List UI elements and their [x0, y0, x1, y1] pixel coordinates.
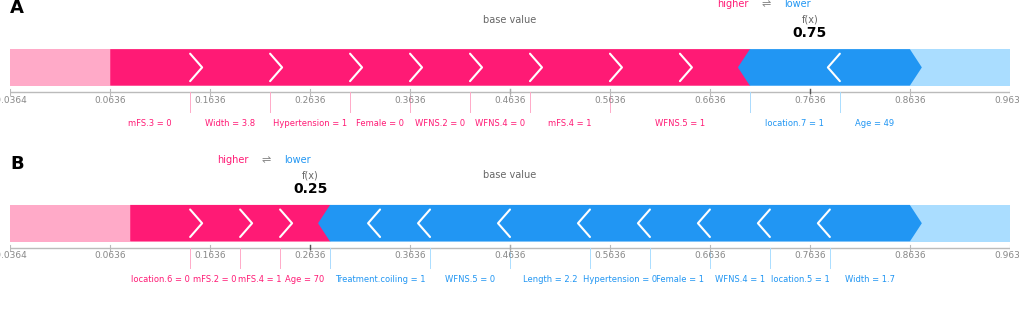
Polygon shape	[10, 205, 130, 242]
Text: 0.8636: 0.8636	[893, 96, 925, 105]
Text: 0.2636: 0.2636	[294, 96, 325, 105]
Text: lower: lower	[284, 155, 311, 165]
Polygon shape	[110, 49, 761, 86]
Text: 0.2636: 0.2636	[294, 252, 325, 260]
Text: Hypertension = 1: Hypertension = 1	[273, 119, 346, 128]
Text: higher: higher	[716, 0, 748, 10]
Text: 0.1636: 0.1636	[194, 96, 226, 105]
Text: base value: base value	[483, 15, 536, 25]
Text: Length = 2.2: Length = 2.2	[522, 275, 577, 284]
Text: 0.6636: 0.6636	[693, 96, 726, 105]
Text: WFNS.4 = 1: WFNS.4 = 1	[714, 275, 764, 284]
Text: 0.4636: 0.4636	[494, 252, 525, 260]
Text: WFNS.4 = 0: WFNS.4 = 0	[475, 119, 525, 128]
Text: Age = 70: Age = 70	[285, 275, 324, 284]
Polygon shape	[909, 205, 1009, 242]
Polygon shape	[318, 205, 921, 242]
Polygon shape	[909, 49, 1009, 86]
Text: 0.0636: 0.0636	[94, 96, 126, 105]
Text: 0.1636: 0.1636	[194, 252, 226, 260]
Text: Female = 1: Female = 1	[655, 275, 703, 284]
Text: f(x): f(x)	[801, 15, 817, 25]
Text: A: A	[10, 0, 24, 17]
Text: 0.25: 0.25	[292, 182, 327, 196]
Text: 0.9636: 0.9636	[993, 252, 1019, 260]
Text: location.5 = 1: location.5 = 1	[769, 275, 828, 284]
Polygon shape	[10, 49, 110, 86]
Text: mFS.4 = 1: mFS.4 = 1	[238, 275, 281, 284]
Text: 0.4636: 0.4636	[494, 96, 525, 105]
Text: -0.0364: -0.0364	[0, 252, 28, 260]
Text: 0.5636: 0.5636	[593, 252, 626, 260]
Text: mFS.3 = 0: mFS.3 = 0	[128, 119, 172, 128]
Text: B: B	[10, 155, 23, 173]
Text: 0.8636: 0.8636	[893, 252, 925, 260]
Text: ⇌: ⇌	[761, 0, 770, 10]
Text: Width = 3.8: Width = 3.8	[205, 119, 255, 128]
Text: 0.3636: 0.3636	[393, 252, 426, 260]
Text: 0.7636: 0.7636	[793, 96, 825, 105]
Text: f(x): f(x)	[302, 170, 318, 181]
Text: lower: lower	[784, 0, 810, 10]
Text: WFNS.2 = 0: WFNS.2 = 0	[415, 119, 465, 128]
Text: -0.0364: -0.0364	[0, 96, 28, 105]
Text: higher: higher	[217, 155, 249, 165]
Text: Age = 49: Age = 49	[855, 119, 894, 128]
Text: 0.9636: 0.9636	[993, 96, 1019, 105]
Text: Female = 0: Female = 0	[356, 119, 404, 128]
Text: WFNS.5 = 0: WFNS.5 = 0	[444, 275, 494, 284]
Text: WFNS.5 = 1: WFNS.5 = 1	[654, 119, 704, 128]
Text: 0.3636: 0.3636	[393, 96, 426, 105]
Polygon shape	[737, 49, 921, 86]
Text: base value: base value	[483, 170, 536, 181]
Text: location.7 = 1: location.7 = 1	[764, 119, 823, 128]
Text: mFS.4 = 1: mFS.4 = 1	[547, 119, 591, 128]
Text: Treatment.coiling = 1: Treatment.coiling = 1	[334, 275, 425, 284]
Text: 0.75: 0.75	[792, 26, 826, 40]
Text: ⇌: ⇌	[262, 155, 271, 165]
Text: Width = 1.7: Width = 1.7	[844, 275, 894, 284]
Text: Hypertension = 0: Hypertension = 0	[582, 275, 656, 284]
Text: mFS.2 = 0: mFS.2 = 0	[194, 275, 236, 284]
Text: location.6 = 0: location.6 = 0	[130, 275, 190, 284]
Text: 0.5636: 0.5636	[593, 96, 626, 105]
Polygon shape	[130, 205, 341, 242]
Text: 0.7636: 0.7636	[793, 252, 825, 260]
Text: 0.6636: 0.6636	[693, 252, 726, 260]
Text: 0.0636: 0.0636	[94, 252, 126, 260]
